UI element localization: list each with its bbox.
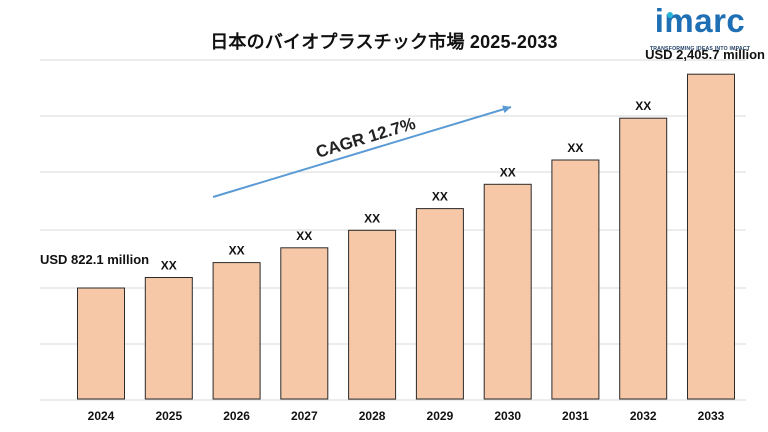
data-label: XX (161, 259, 177, 273)
x-tick-label: 2028 (359, 409, 386, 423)
bar-2027 (280, 247, 329, 400)
x-tick-label: 2027 (291, 409, 318, 423)
data-label: XX (567, 141, 583, 155)
first-value-callout: USD 822.1 million (40, 252, 149, 267)
x-tick-label: 2029 (427, 409, 454, 423)
data-label: XX (229, 244, 245, 258)
x-tick-label: 2025 (155, 409, 182, 423)
x-tick-label: 2030 (494, 409, 521, 423)
data-label: XX (500, 165, 516, 179)
imarc-logo: imarc TRANSFORMING IDEAS INTO IMPACT (644, 2, 756, 52)
bar-2033 (687, 73, 735, 400)
data-label: XX (432, 190, 448, 204)
last-value-callout: USD 2,405.7 million (645, 47, 765, 62)
chart-title: 日本のバイオプラスチック市場 2025-2033 (210, 32, 558, 52)
bar-2032 (619, 117, 668, 400)
bar-2025 (144, 277, 193, 400)
x-tick-label: 2032 (630, 409, 657, 423)
data-label: XX (296, 229, 312, 243)
logo-dot-icon (667, 12, 673, 18)
bar-2029 (415, 208, 464, 400)
cagr-arrow-head (502, 105, 511, 114)
bar-2030 (483, 183, 532, 400)
x-tick-label: 2033 (698, 409, 725, 423)
logo-wordmark: imarc (654, 2, 746, 39)
bar-2024 (77, 287, 125, 400)
bar-2031 (551, 159, 600, 400)
logo-tagline: TRANSFORMING IDEAS INTO IMPACT (649, 46, 751, 52)
cagr-annotation: CAGR 12.7% (314, 114, 418, 162)
cagr-arrow-line (212, 106, 512, 198)
bar-2026 (212, 262, 261, 400)
x-tick-label: 2024 (88, 409, 115, 423)
data-label: XX (635, 99, 651, 113)
data-label: XX (364, 211, 380, 225)
x-tick-label: 2026 (223, 409, 250, 423)
x-tick-label: 2031 (562, 409, 589, 423)
bar-2028 (348, 229, 397, 400)
